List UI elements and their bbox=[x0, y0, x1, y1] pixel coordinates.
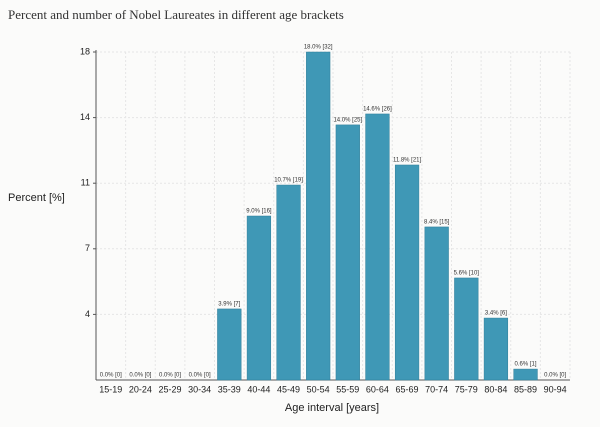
value-label: 0.0% [0] bbox=[189, 373, 211, 379]
x-tick-label: 75-79 bbox=[455, 384, 478, 394]
value-label: 0.0% [0] bbox=[159, 373, 181, 379]
value-label: 3.4% [6] bbox=[485, 311, 507, 317]
value-label: 10.7% [19] bbox=[274, 178, 303, 184]
bar bbox=[217, 308, 242, 381]
x-tick-label: 55-59 bbox=[336, 384, 359, 394]
x-tick-label: 40-44 bbox=[247, 384, 270, 394]
x-tick-label: 50-54 bbox=[307, 384, 330, 394]
y-tick-label: 18 bbox=[80, 46, 90, 56]
x-tick-label: 35-39 bbox=[218, 384, 241, 394]
x-tick-label: 80-84 bbox=[484, 384, 507, 394]
bar bbox=[454, 277, 479, 381]
value-label: 8.4% [15] bbox=[424, 220, 450, 226]
y-tick-label: 14 bbox=[80, 112, 90, 122]
x-tick-label: 85-89 bbox=[514, 384, 537, 394]
x-tick-label: 90-94 bbox=[544, 384, 567, 394]
bar bbox=[483, 317, 509, 381]
bar bbox=[335, 124, 360, 381]
y-axis-label: Percent [%] bbox=[8, 192, 65, 204]
x-tick-label: 60-64 bbox=[366, 384, 389, 394]
bar bbox=[424, 226, 449, 381]
x-tick-label: 70-74 bbox=[425, 384, 448, 394]
bar bbox=[306, 51, 331, 381]
bar bbox=[276, 184, 301, 381]
value-label: 11.8% [21] bbox=[393, 158, 422, 164]
x-tick-label: 30-34 bbox=[188, 384, 211, 394]
x-tick-label: 65-69 bbox=[396, 384, 419, 394]
y-tick-label: 7 bbox=[85, 243, 90, 253]
value-label: 0.0% [0] bbox=[129, 373, 151, 379]
x-tick-label: 15-19 bbox=[99, 384, 122, 394]
y-tick-label: 4 bbox=[85, 309, 90, 319]
x-tick-label: 20-24 bbox=[129, 384, 152, 394]
x-tick-label: 25-29 bbox=[159, 384, 182, 394]
bar bbox=[365, 113, 390, 381]
value-label: 18.0% [32] bbox=[304, 45, 333, 51]
value-label: 14.0% [25] bbox=[333, 117, 362, 123]
value-label: 14.6% [26] bbox=[363, 107, 392, 113]
bar bbox=[246, 215, 272, 381]
y-tick-label: 11 bbox=[81, 178, 90, 188]
value-label: 0.0% [0] bbox=[100, 373, 122, 379]
value-label: 5.6% [10] bbox=[454, 271, 480, 277]
value-label: 9.0% [16] bbox=[246, 209, 272, 215]
value-label: 0.6% [1] bbox=[515, 362, 537, 368]
value-label: 3.9% [7] bbox=[218, 302, 240, 308]
value-label: 0.0% [0] bbox=[544, 373, 566, 379]
bar bbox=[513, 368, 538, 381]
chart-title: Percent and number of Nobel Laureates in… bbox=[8, 7, 344, 22]
x-tick-label: 45-49 bbox=[277, 384, 300, 394]
bar bbox=[394, 164, 420, 381]
x-axis-label: Age interval [years] bbox=[285, 402, 379, 414]
